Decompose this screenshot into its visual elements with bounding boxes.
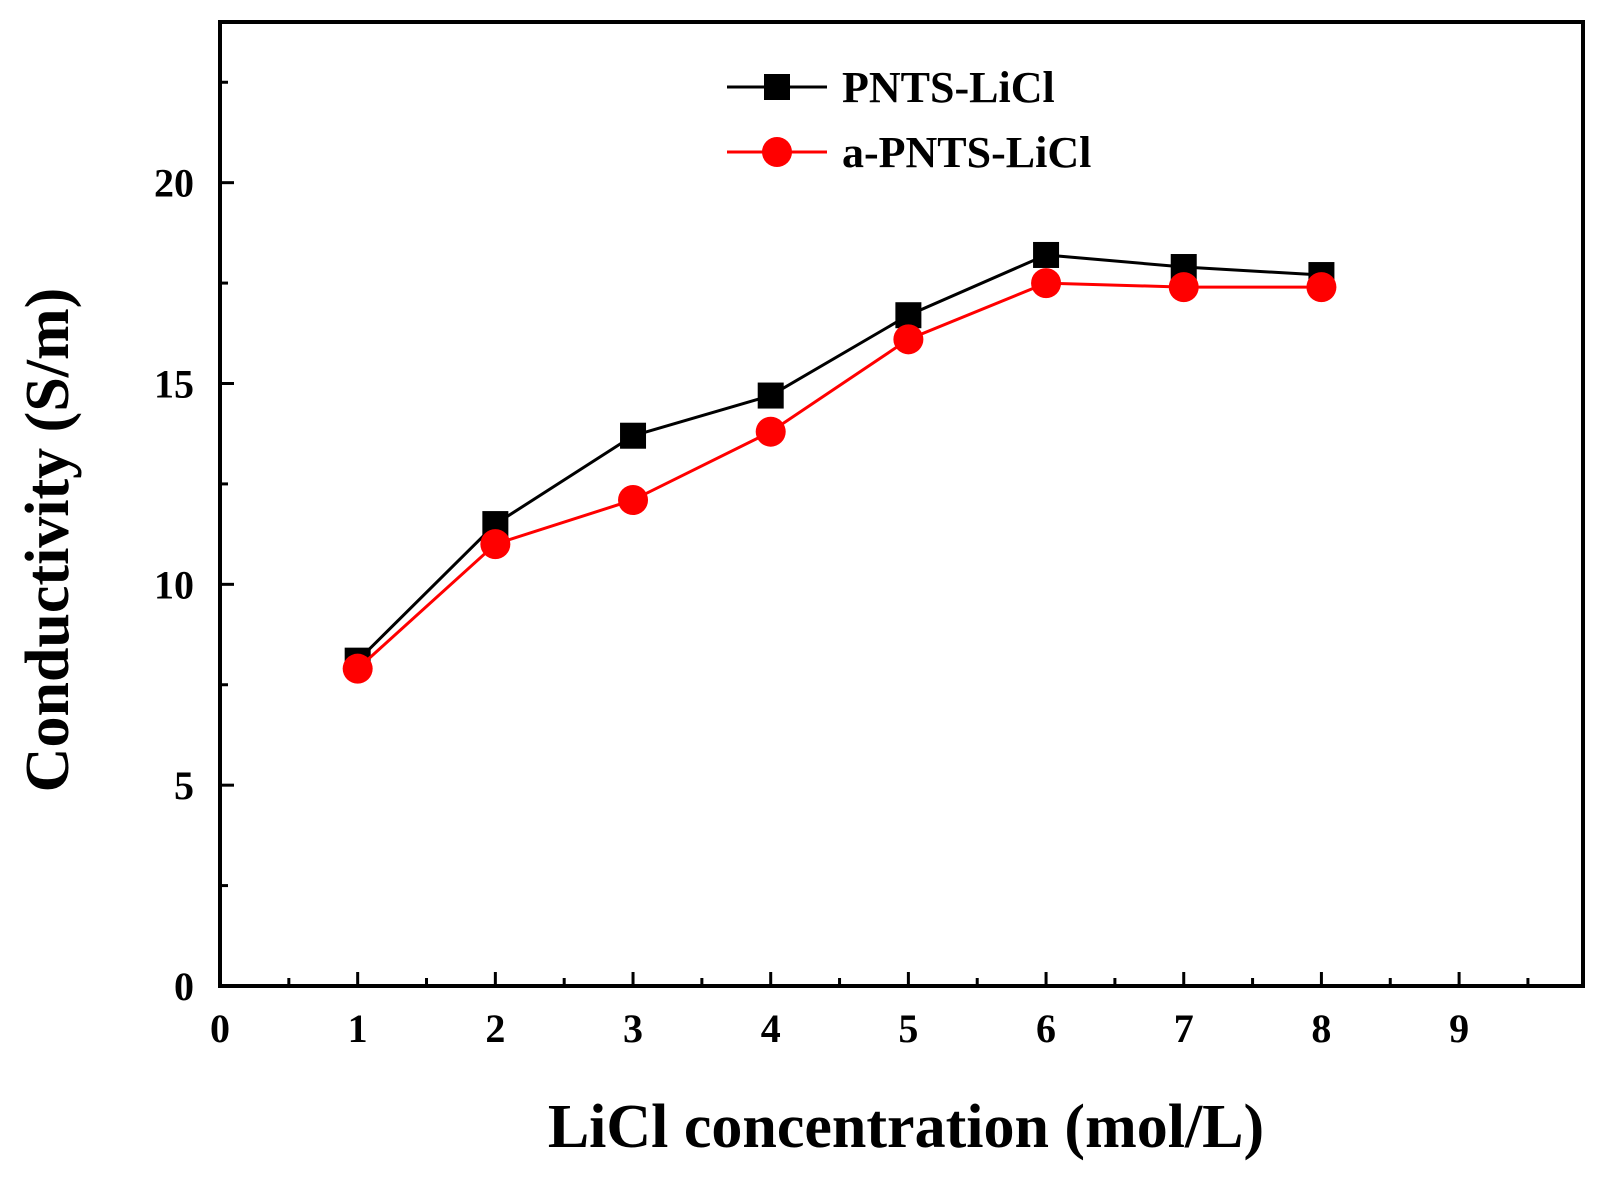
x-tick-label: 2	[485, 1006, 505, 1051]
y-tick-label: 5	[174, 763, 194, 808]
x-tick-label: 4	[761, 1006, 781, 1051]
data-point-circle	[1031, 268, 1062, 299]
data-point-square	[620, 422, 647, 449]
data-point-circle	[618, 484, 649, 515]
legend-marker-circle	[762, 137, 792, 167]
y-axis-title: Conductivity (S/m)	[14, 288, 82, 793]
data-point-circle	[480, 529, 511, 560]
y-tick-label: 0	[174, 964, 194, 1009]
y-tick-label: 10	[154, 562, 194, 607]
data-point-square	[757, 382, 784, 409]
data-point-circle	[1168, 272, 1199, 303]
series-pnts-licl	[344, 241, 1335, 674]
series-layer	[342, 241, 1337, 684]
series-line	[356, 253, 1322, 662]
series-line	[356, 281, 1322, 670]
x-tick-label: 7	[1174, 1006, 1194, 1051]
data-point-square	[895, 302, 922, 329]
x-tick-label: 3	[623, 1006, 643, 1051]
legend-marker-square	[764, 74, 790, 100]
series-a-pnts-licl	[342, 268, 1337, 684]
data-point-circle	[342, 653, 373, 684]
legend-label-a-pnts-licl: a-PNTS-LiCl	[842, 128, 1091, 177]
data-point-circle	[893, 324, 924, 355]
data-point-square	[1033, 241, 1060, 268]
x-tick-label: 6	[1036, 1006, 1056, 1051]
y-tick-label: 20	[154, 161, 194, 206]
y-tick-label: 15	[154, 362, 194, 407]
x-axis-title: LiCl concentration (mol/L)	[548, 1093, 1264, 1161]
x-tick-label: 0	[210, 1006, 230, 1051]
legend: PNTS-LiCl a-PNTS-LiCl	[727, 63, 1091, 177]
x-axis-ticks: 0 1 2 3 4 5 6 7 8 9	[210, 972, 1530, 1051]
plot-frame	[218, 20, 1585, 988]
data-point-circle	[1306, 272, 1337, 303]
y-axis-ticks: 0 5 10 15 20	[154, 80, 234, 1009]
x-tick-label: 1	[348, 1006, 368, 1051]
data-point-circle	[755, 416, 786, 447]
legend-label-pnts-licl: PNTS-LiCl	[842, 63, 1055, 112]
x-tick-label: 9	[1449, 1006, 1469, 1051]
x-tick-label: 5	[898, 1006, 918, 1051]
x-tick-label: 8	[1311, 1006, 1331, 1051]
